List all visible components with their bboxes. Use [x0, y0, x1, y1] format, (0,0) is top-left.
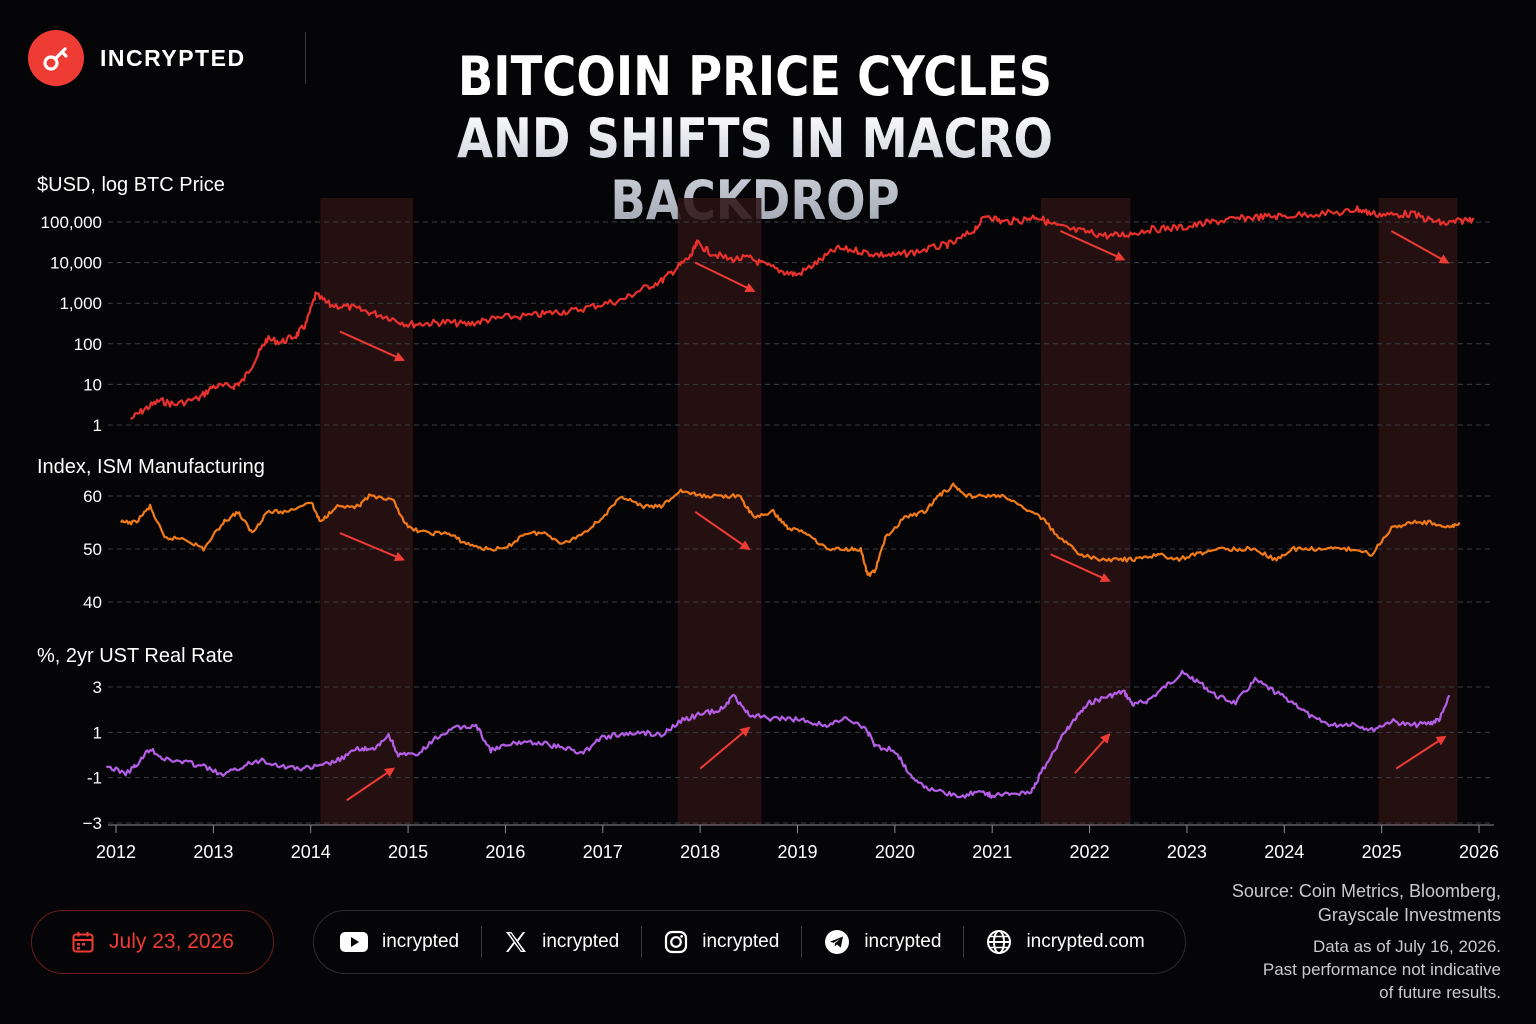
x-tick-label: 2022: [1070, 842, 1110, 862]
brand-logo: INCRYPTED: [28, 30, 246, 86]
website-label: incrypted.com: [1026, 931, 1145, 952]
y-tick-label: 100: [74, 335, 102, 354]
date-badge: July 23, 2026: [31, 910, 274, 974]
website-link[interactable]: incrypted.com: [986, 929, 1145, 955]
shaded-period-4: [1378, 198, 1458, 825]
telegram-label: incrypted: [864, 931, 942, 952]
header-divider: [305, 32, 306, 84]
y-tick-label: 10,000: [50, 254, 102, 273]
y-tick-label: 1: [93, 723, 102, 742]
y-tick-label: 100,000: [41, 213, 102, 232]
date-text: July 23, 2026: [109, 930, 234, 953]
social-divider: [963, 926, 965, 958]
disclaimer-line-2: Past performance not indicative: [1262, 960, 1501, 979]
trend-arrow: [1059, 230, 1126, 261]
x-tick-label: 2018: [680, 842, 720, 862]
panel-1-ylabel: $USD, log BTC Price: [37, 174, 225, 196]
social-divider: [641, 926, 643, 958]
youtube-link[interactable]: incrypted: [340, 931, 459, 953]
y-tick-label: 1,000: [59, 294, 102, 313]
y-tick-label: 40: [83, 593, 102, 612]
x-icon: [504, 930, 528, 954]
x-label: incrypted: [542, 931, 620, 952]
x-tick-label: 2019: [777, 842, 817, 862]
x-tick-label: 2021: [972, 842, 1012, 862]
y-tick-label: 3: [93, 678, 102, 697]
youtube-icon: [340, 932, 368, 952]
social-divider: [481, 926, 483, 958]
y-tick-label: 10: [83, 375, 102, 394]
source-line-2: Grayscale Investments: [1317, 905, 1501, 925]
instagram-label: incrypted: [702, 931, 780, 952]
panel-3-ylabel: %, 2yr UST Real Rate: [37, 645, 233, 667]
disclaimer-note: Data as of July 16, 2026. Past performan…: [1171, 935, 1501, 1004]
x-tick-label: 2024: [1264, 842, 1304, 862]
source-note: Source: Coin Metrics, Bloomberg, Graysca…: [1171, 879, 1501, 927]
panel-2-ylabel: Index, ISM Manufacturing: [37, 456, 265, 478]
trend-arrow: [339, 532, 406, 562]
social-divider: [801, 926, 803, 958]
series-line-3: [105, 669, 1450, 799]
youtube-label: incrypted: [382, 931, 460, 952]
telegram-link[interactable]: incrypted: [824, 929, 941, 955]
y-tick-label: −3: [83, 814, 102, 833]
x-tick-label: 2026: [1459, 842, 1499, 862]
macro-chart: $USD, log BTC Price 100,000 10,000 1,000 100…: [37, 174, 1499, 862]
y-tick-label: 50: [83, 540, 102, 559]
title-line-1: BITCOIN PRICE CYCLES: [457, 45, 1053, 108]
instagram-link[interactable]: incrypted: [664, 930, 779, 954]
series-line-1: [129, 205, 1475, 420]
series-line-2: [119, 482, 1461, 577]
disclaimer-line-3: of future results.: [1379, 983, 1501, 1002]
trend-arrow: [339, 330, 406, 362]
x-tick-label: 2025: [1362, 842, 1402, 862]
trend-arrow: [1390, 230, 1450, 264]
shaded-period-2: [677, 198, 762, 825]
x-tick-label: 2015: [388, 842, 428, 862]
source-line-1: Source: Coin Metrics, Bloomberg,: [1231, 881, 1501, 901]
x-tick-label: 2020: [875, 842, 915, 862]
shaded-period-3: [1040, 198, 1131, 825]
social-links-bar: incrypted incrypted incrypted incrypted …: [313, 910, 1186, 974]
y-tick-label: 60: [83, 487, 102, 506]
brand-name: INCRYPTED: [100, 44, 246, 71]
trend-arrow: [1050, 553, 1111, 583]
x-tick-label: 2023: [1167, 842, 1207, 862]
globe-icon: [986, 929, 1012, 955]
x-tick-label: 2014: [291, 842, 331, 862]
x-link[interactable]: incrypted: [504, 930, 619, 954]
x-tick-label: 2012: [96, 842, 136, 862]
x-tick-label: 2016: [485, 842, 525, 862]
trend-arrow: [694, 511, 751, 551]
y-tick-label: -1: [87, 769, 102, 788]
y-tick-label: 1: [93, 416, 102, 435]
x-tick-label: 2017: [583, 842, 623, 862]
key-icon: [28, 30, 84, 86]
x-tick-label: 2013: [193, 842, 233, 862]
telegram-icon: [824, 929, 850, 955]
trend-arrow: [694, 261, 756, 292]
trend-arrow: [346, 767, 396, 802]
trend-arrow: [1074, 733, 1111, 774]
instagram-icon: [664, 930, 688, 954]
trend-arrow: [1395, 735, 1447, 770]
trend-arrow: [699, 726, 751, 770]
calendar-icon: [71, 930, 95, 954]
disclaimer-line-1: Data as of July 16, 2026.: [1312, 937, 1501, 956]
